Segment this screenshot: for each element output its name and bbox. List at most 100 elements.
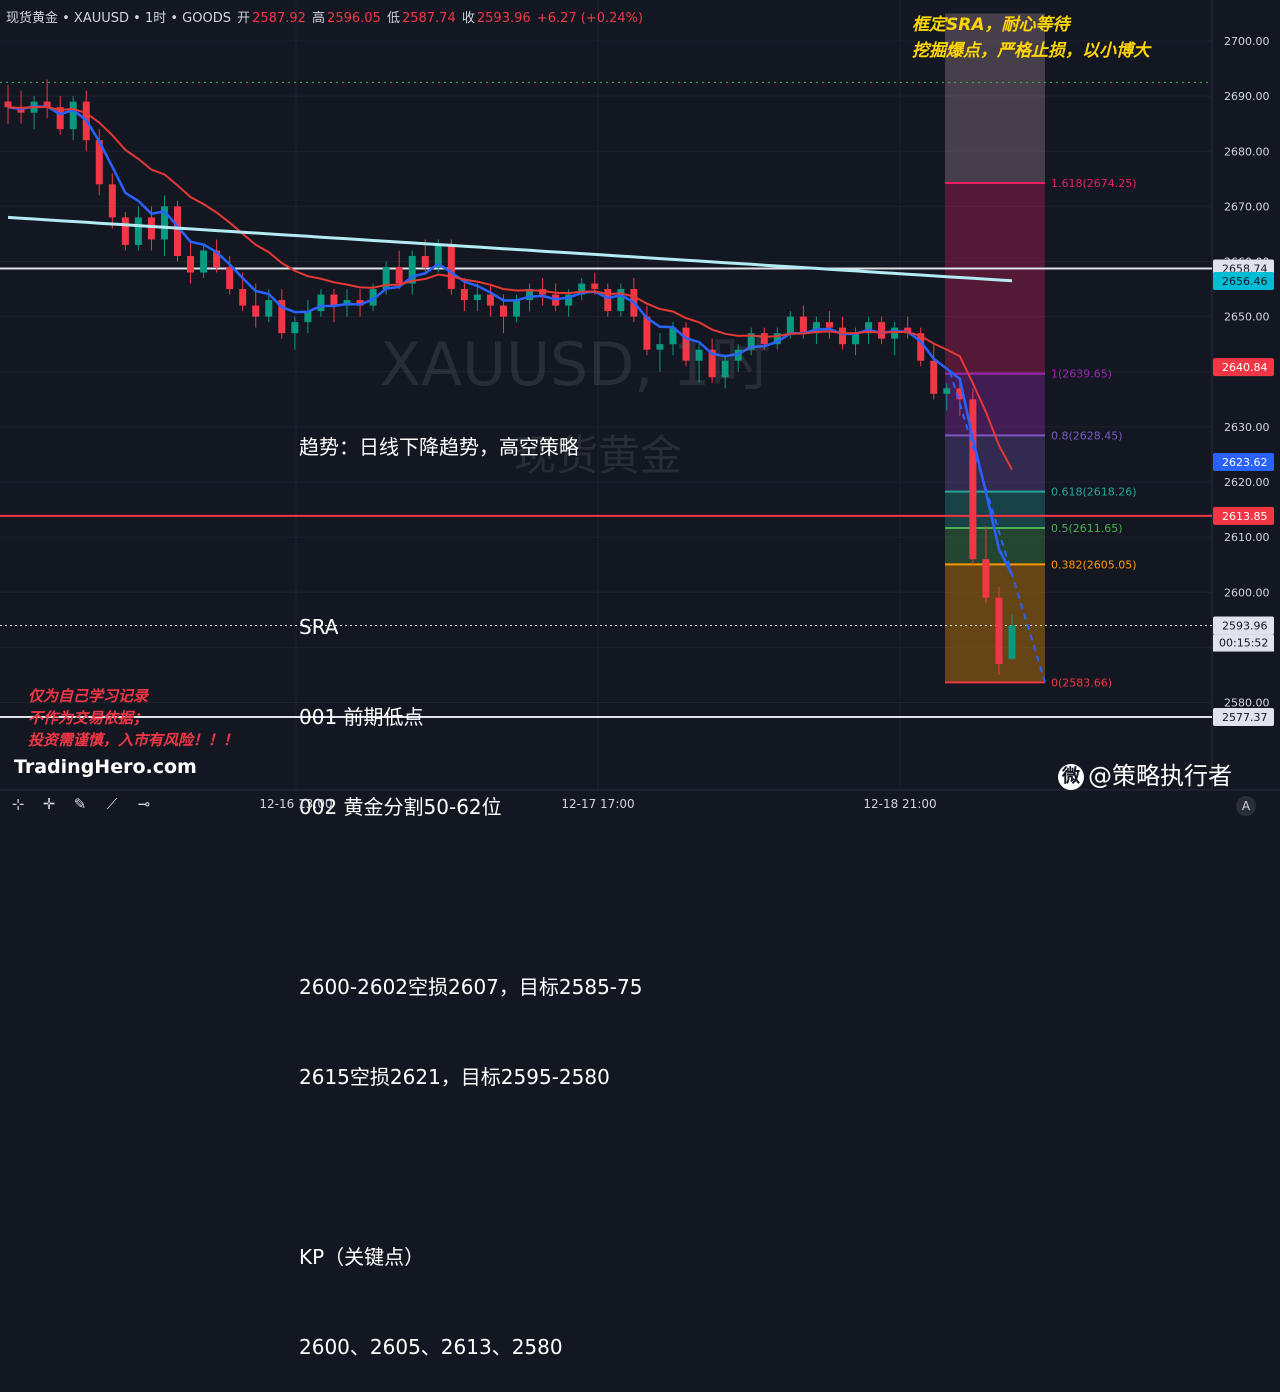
candle-body — [747, 333, 755, 350]
fib-zone — [945, 491, 1045, 529]
trendline-icon[interactable]: ⟋ — [106, 795, 118, 813]
candle-body — [656, 344, 664, 350]
candle-body — [591, 283, 599, 290]
white-ma-line — [7, 215, 1013, 283]
candle-body — [838, 327, 846, 345]
candle-body — [239, 289, 247, 306]
price-tick-label: 2610.00 — [1224, 531, 1270, 544]
price-tick-label: 2630.00 — [1224, 421, 1270, 434]
candle-body — [904, 327, 912, 334]
candle-body — [56, 107, 64, 130]
note-line: 趋势：日线下降趋势，高空策略 — [299, 435, 579, 459]
candle-body — [160, 206, 168, 240]
fib-level-label: 1.618(2674.25) — [1051, 177, 1137, 190]
disclaimer: 仅为自己学习记录 不作为交易依据； 投资需谨慎，入市有风险！！！ — [28, 685, 238, 751]
crosshair-icon[interactable]: ⊹ — [11, 795, 25, 813]
disclaimer-line: 仅为自己学习记录 — [28, 687, 149, 705]
candle-body — [134, 217, 142, 245]
weibo-handle-text: @策略执行者 — [1088, 762, 1232, 790]
price-tag-bg — [1213, 358, 1274, 377]
price-chart[interactable]: 1.618(2674.25) 1(2639.65) 0.8(2628.45) 0.61… — [0, 0, 1280, 825]
candle-body — [786, 316, 794, 334]
price-tick-label: 2580.00 — [1224, 697, 1270, 710]
candle-body — [721, 360, 729, 378]
price-tick-label: 2690.00 — [1224, 90, 1270, 103]
price-tick-label: 2620.00 — [1224, 476, 1270, 489]
price-tag-bg — [1213, 272, 1274, 291]
candle-body — [330, 294, 338, 306]
note-line: KP（关键点） — [299, 1245, 425, 1269]
note-line: 001 前期低点 — [299, 705, 424, 729]
candle-body — [943, 388, 951, 394]
level-price-tag-bg — [1213, 506, 1274, 525]
fib-zone — [945, 564, 1045, 683]
brush-icon[interactable]: ✎ — [73, 795, 87, 813]
candle-body — [799, 316, 807, 334]
candle-body — [4, 101, 12, 108]
price-tag-bg — [1213, 453, 1274, 472]
price-tag: 2656.46 — [1222, 275, 1268, 288]
open-label: 开 — [237, 11, 251, 26]
fib-level-label: 1(2639.65) — [1051, 368, 1112, 381]
candle-body — [147, 217, 155, 240]
high-value: 2596.05 — [327, 11, 381, 26]
candle-body — [812, 322, 820, 334]
cross-icon[interactable]: ✛ — [42, 795, 56, 813]
candle-body — [278, 300, 286, 334]
candle-body — [200, 250, 208, 273]
candle-body — [878, 322, 886, 339]
horizontal-ray-icon[interactable]: ⊸ — [137, 795, 151, 813]
candle-body — [356, 300, 364, 306]
weibo-icon: 微 — [1058, 764, 1084, 790]
candle-body — [708, 349, 716, 378]
candle-body — [43, 101, 51, 108]
candle-body — [265, 300, 273, 317]
price-tick-label: 2600.00 — [1224, 586, 1270, 599]
candle-body — [682, 327, 690, 361]
candle-body — [213, 250, 221, 268]
price-tick-label: 2700.00 — [1224, 35, 1270, 48]
price-tick-label: 2670.00 — [1224, 200, 1270, 213]
candle-body — [852, 333, 860, 345]
price-tag: 2593.96 — [1222, 620, 1268, 633]
candle-body — [395, 267, 403, 284]
candle-body — [995, 597, 1003, 664]
candle-body — [604, 289, 612, 312]
disclaimer-line: 不作为交易依据； — [28, 709, 149, 727]
candle-body — [382, 267, 390, 290]
candle-body — [865, 322, 873, 334]
candle-body — [825, 322, 833, 328]
countdown-bg — [1213, 634, 1274, 652]
level-price-tag: 2613.85 — [1222, 510, 1268, 523]
candle-body — [291, 322, 299, 334]
candle-body — [304, 311, 312, 323]
symbol-title[interactable]: 现货黄金 • XAUUSD • 1时 • GOODS — [6, 11, 231, 26]
price-tick-label: 2680.00 — [1224, 145, 1270, 158]
candle-body — [434, 244, 442, 268]
fib-level-label: 0.382(2605.05) — [1051, 558, 1137, 571]
note-line: SRA — [299, 615, 339, 639]
candle-body — [187, 255, 195, 273]
note-line: 2600-2602空损2607，目标2585-75 — [299, 975, 643, 999]
candle-body — [95, 140, 103, 185]
price-tag: 2640.84 — [1222, 361, 1268, 374]
fib-level-label: 0(2583.66) — [1051, 676, 1112, 689]
auto-scale-button[interactable]: A — [1236, 796, 1256, 816]
fib-extension-zone — [945, 13, 1045, 183]
note-line: 002 黄金分割50-62位 — [299, 795, 502, 819]
close-value: 2593.96 — [476, 11, 531, 26]
low-label: 低 — [386, 11, 400, 26]
candle-body — [486, 294, 494, 306]
candle-body — [121, 217, 129, 245]
candle-body — [317, 294, 325, 312]
change-value: +6.27 (+0.24%) — [536, 11, 644, 26]
candle-body — [499, 305, 507, 317]
note-line: 2615空损2621，目标2595-2580 — [299, 1065, 610, 1089]
countdown-label: 00:15:52 — [1219, 637, 1268, 650]
candle-body — [969, 399, 977, 560]
candle-body — [473, 294, 481, 301]
fib-level-label: 0.5(2611.65) — [1051, 522, 1123, 535]
high-label: 高 — [312, 11, 326, 26]
candle-body — [891, 327, 899, 339]
price-tag: 2623.62 — [1222, 456, 1268, 469]
